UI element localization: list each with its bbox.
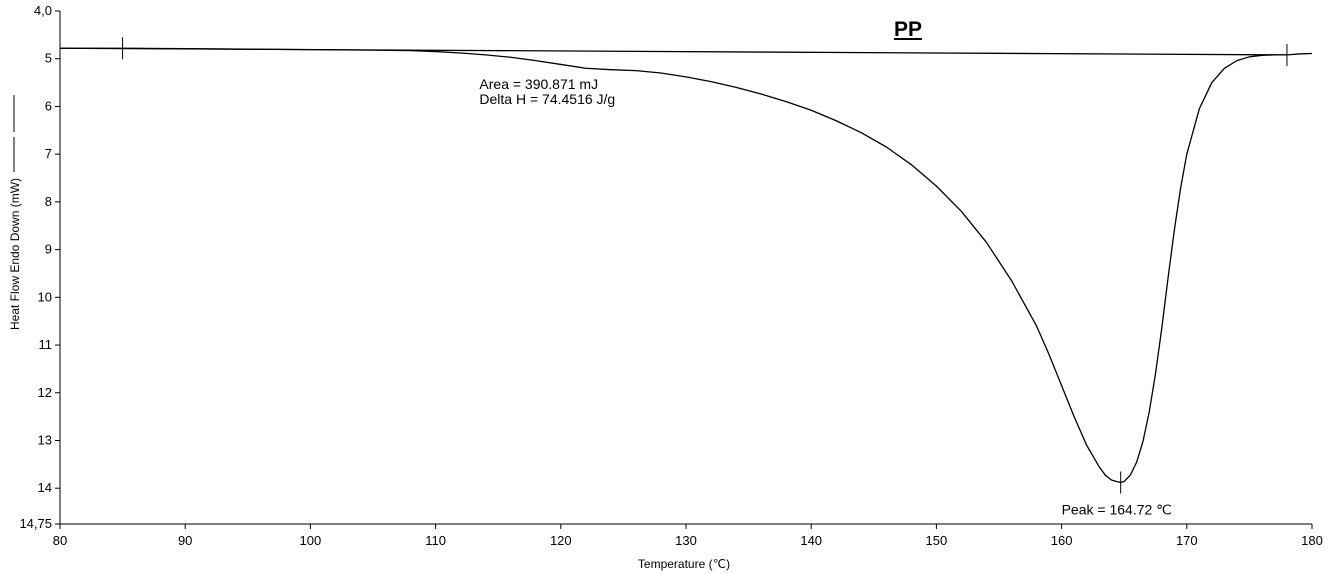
baseline (59, 47, 1287, 56)
y-tick-label: 8 (45, 194, 52, 209)
y-tick-label: 7 (45, 146, 52, 161)
y-tick-label: 4,0 (34, 3, 52, 18)
y-tick-label: 14 (38, 480, 52, 495)
annotation-label: Area = 390.871 mJ (479, 76, 598, 92)
y-tick-label: 14,75 (19, 516, 52, 531)
x-tick-label: 80 (53, 533, 67, 548)
y-tick-label: 6 (45, 98, 52, 113)
y-tick-label: 10 (38, 289, 52, 304)
x-tick-label: 110 (425, 533, 446, 548)
annotation-label: Delta H = 74.4516 J/g (479, 91, 615, 107)
y-tick-label: 12 (38, 385, 52, 400)
chart-title: PP (894, 18, 922, 41)
x-tick-label: 150 (926, 533, 948, 548)
x-tick-label: 90 (178, 533, 192, 548)
y-tick-label: 9 (45, 242, 52, 257)
x-tick-label: 120 (550, 533, 572, 548)
y-tick-label: 5 (45, 51, 52, 66)
x-axis-title: Temperature (℃) (638, 557, 730, 571)
y-axis-title: Heat Flow Endo Down (mW) (8, 178, 22, 330)
y-tick-label: 11 (39, 337, 53, 352)
x-tick-label: 130 (675, 533, 697, 548)
x-tick-label: 170 (1176, 533, 1198, 548)
x-tick-label: 140 (800, 533, 822, 548)
x-tick-label: 160 (1051, 533, 1073, 548)
annotation-label: Peak = 164.72 ℃ (1062, 501, 1172, 517)
dsc-curve (60, 47, 1313, 484)
x-tick-label: 180 (1301, 533, 1323, 548)
y-tick-label: 13 (38, 432, 52, 447)
x-tick-label: 100 (300, 533, 322, 548)
